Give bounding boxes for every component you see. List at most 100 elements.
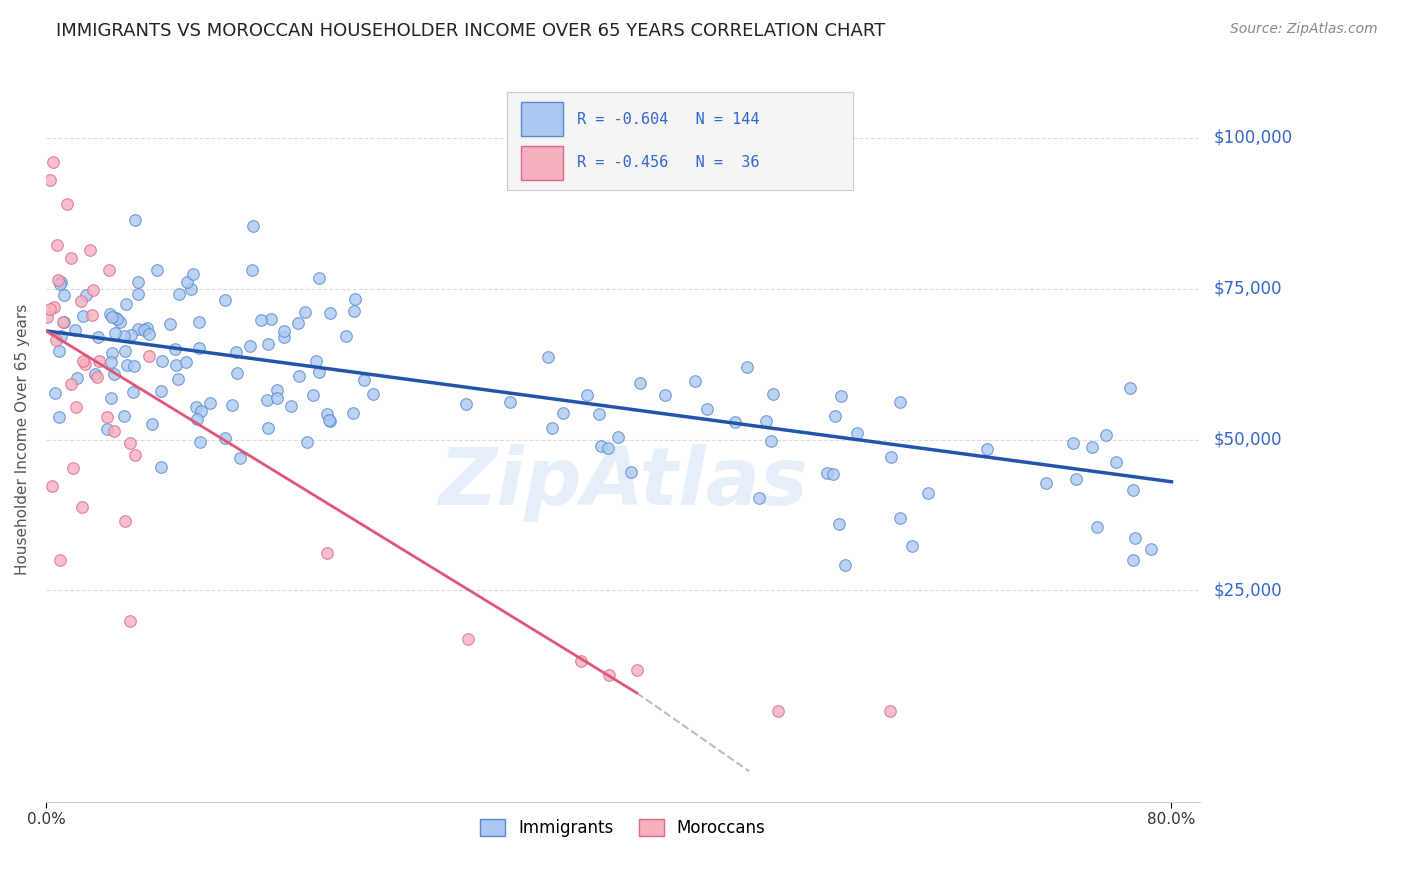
Point xyxy=(1062,436,1084,450)
Point xyxy=(626,663,648,677)
Point xyxy=(44,300,66,314)
Point xyxy=(976,442,998,457)
Point xyxy=(889,511,911,525)
Point xyxy=(824,409,846,423)
Point xyxy=(240,263,263,277)
Point xyxy=(101,346,124,360)
Point xyxy=(65,371,87,385)
Point xyxy=(38,173,60,187)
Point xyxy=(80,308,103,322)
Point xyxy=(551,406,574,420)
Point xyxy=(266,391,288,405)
Point xyxy=(115,296,138,310)
Point xyxy=(180,282,202,296)
Point xyxy=(48,277,70,292)
Point xyxy=(141,417,163,431)
Point xyxy=(45,334,67,348)
Point xyxy=(186,412,208,426)
Point xyxy=(846,426,869,441)
Point xyxy=(150,460,173,475)
Point xyxy=(214,293,236,308)
Point xyxy=(163,342,186,356)
Point xyxy=(124,448,146,462)
Point xyxy=(198,396,221,410)
Point xyxy=(184,400,207,414)
Text: $50,000: $50,000 xyxy=(1213,431,1282,449)
Point xyxy=(41,155,63,169)
Point xyxy=(169,287,191,301)
Point xyxy=(190,404,212,418)
Point xyxy=(259,312,281,326)
Point xyxy=(598,441,620,455)
Point xyxy=(75,288,97,302)
Point xyxy=(114,343,136,358)
Point xyxy=(188,315,211,329)
Point xyxy=(127,286,149,301)
Text: $100,000: $100,000 xyxy=(1213,128,1292,147)
Point xyxy=(889,394,911,409)
Point xyxy=(828,517,851,532)
Point xyxy=(879,704,901,718)
Point xyxy=(319,414,342,428)
Point xyxy=(73,357,96,371)
Point xyxy=(318,306,340,320)
Point xyxy=(176,275,198,289)
Point xyxy=(256,337,278,351)
Point xyxy=(56,197,79,211)
Point xyxy=(127,322,149,336)
Point xyxy=(105,310,128,325)
Point xyxy=(1125,531,1147,545)
Point xyxy=(114,409,136,423)
Text: Source: ZipAtlas.com: Source: ZipAtlas.com xyxy=(1230,22,1378,37)
Point xyxy=(84,367,107,381)
Point xyxy=(755,414,778,428)
Point xyxy=(242,219,264,233)
Point xyxy=(87,329,110,343)
Point xyxy=(598,668,620,682)
Point xyxy=(108,315,131,329)
Point xyxy=(48,343,70,358)
Point xyxy=(363,387,385,401)
Point xyxy=(696,402,718,417)
Point xyxy=(122,385,145,400)
Point xyxy=(454,397,477,411)
Point xyxy=(51,329,73,343)
Point xyxy=(226,366,249,380)
Point xyxy=(335,329,357,343)
Point xyxy=(136,321,159,335)
Point xyxy=(288,369,311,384)
Point xyxy=(138,326,160,341)
Point xyxy=(115,358,138,372)
Point xyxy=(221,398,243,412)
Point xyxy=(41,479,63,493)
Point xyxy=(214,431,236,445)
Point xyxy=(1105,455,1128,469)
Point xyxy=(103,424,125,438)
Point xyxy=(127,275,149,289)
Point xyxy=(249,313,271,327)
Point xyxy=(149,384,172,399)
Point xyxy=(766,704,789,718)
Point xyxy=(901,539,924,553)
Point xyxy=(880,450,903,465)
Point xyxy=(273,324,295,338)
Point xyxy=(72,500,94,515)
Legend: Immigrants, Moroccans: Immigrants, Moroccans xyxy=(474,813,772,844)
Point xyxy=(308,270,330,285)
Point xyxy=(70,293,93,308)
Point xyxy=(46,237,69,252)
Point xyxy=(302,388,325,402)
Point xyxy=(295,434,318,449)
Point xyxy=(540,420,562,434)
Point xyxy=(318,413,340,427)
Point xyxy=(72,353,94,368)
Point xyxy=(63,323,86,337)
Point xyxy=(620,465,643,479)
Point xyxy=(685,374,707,388)
Point xyxy=(280,399,302,413)
Point xyxy=(100,310,122,325)
Point xyxy=(49,275,72,289)
Point xyxy=(273,330,295,344)
Point xyxy=(105,312,128,326)
Point xyxy=(62,461,84,475)
